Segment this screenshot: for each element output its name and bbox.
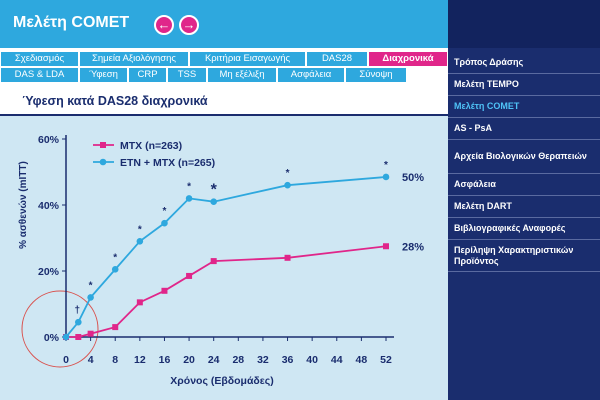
end-value-label: 28% xyxy=(402,241,424,253)
data-point xyxy=(136,238,144,245)
series-line-mtx xyxy=(66,245,387,338)
data-point xyxy=(383,243,389,250)
y-tick-label: 20% xyxy=(38,266,60,278)
significance-marker: † xyxy=(75,305,81,316)
x-tick-label: 48 xyxy=(356,354,368,366)
data-point xyxy=(284,254,291,261)
y-tick-label: 40% xyxy=(38,200,60,212)
tab-inclusion-criteria[interactable]: Κριτήρια Εισαγωγής xyxy=(190,52,305,66)
sidebar-item-registries[interactable]: Αρχεία Βιολογικών Θεραπειών xyxy=(448,140,600,174)
sidebar-item-dart[interactable]: Μελέτη DART xyxy=(448,196,600,218)
sidebar-item-safety[interactable]: Ασφάλεια xyxy=(448,174,600,196)
y-tick-label: 0% xyxy=(44,332,60,344)
legend-label: ETN + MTX (n=265) xyxy=(120,157,215,169)
data-point xyxy=(136,299,143,306)
data-point xyxy=(87,294,94,301)
data-point xyxy=(112,324,119,331)
data-point xyxy=(111,266,119,273)
significance-marker: * xyxy=(113,252,117,263)
header-bar: Μελέτη COMET ← → xyxy=(0,0,448,48)
sidebar-item-tempo[interactable]: Μελέτη TEMPO xyxy=(448,74,600,96)
x-tick-label: 8 xyxy=(112,354,118,366)
chart-area xyxy=(0,116,448,400)
sidebar: Τρόπος Δράσης Μελέτη TEMPO Μελέτη COMET … xyxy=(448,0,600,400)
significance-marker: * xyxy=(138,224,142,235)
y-axis-label: % ασθενών (mITT) xyxy=(18,161,29,249)
data-point xyxy=(62,333,70,341)
arrow-right-icon: → xyxy=(182,17,196,32)
data-point xyxy=(382,173,390,181)
remission-chart: 0%20%40%60%0 4 8 12 16 20 24 28 32 36 40 44 48 52 28%… xyxy=(18,134,424,387)
end-value-label: 50% xyxy=(402,172,424,184)
data-point xyxy=(75,334,82,340)
series-line-etn-mtx xyxy=(65,176,387,338)
tab-tss[interactable]: TSS xyxy=(168,68,206,82)
x-tick-label: 12 xyxy=(134,354,146,366)
significance-marker: * xyxy=(211,182,218,199)
data-point xyxy=(210,258,217,265)
heading-divider xyxy=(0,114,448,116)
prev-button[interactable]: ← xyxy=(154,15,174,35)
x-tick-label: 16 xyxy=(159,354,171,366)
tab-remission[interactable]: Ύφεση xyxy=(80,68,127,82)
tab-design[interactable]: Σχεδιασμός xyxy=(1,52,78,66)
x-tick-label: 40 xyxy=(306,354,318,366)
significance-marker: * xyxy=(89,280,93,291)
highlight-circle xyxy=(21,290,99,368)
sidebar-item-as-psa[interactable]: AS - PsA xyxy=(448,118,600,140)
tab-crp[interactable]: CRP xyxy=(129,68,166,82)
content-heading: Ύφεση κατά DAS28 διαχρονικά xyxy=(22,94,208,108)
arrow-left-icon: ← xyxy=(157,17,171,32)
x-tick-label: 20 xyxy=(183,354,195,366)
legend-label: MTX (n=263) xyxy=(120,140,182,152)
data-point xyxy=(186,272,193,279)
tab-non-progression[interactable]: Μη εξέλιξη xyxy=(208,68,276,82)
data-point xyxy=(284,181,291,189)
sidebar-item-smpc[interactable]: Περίληψη Χαρακτηριστικών Προϊόντος xyxy=(448,240,600,272)
tab-endpoints[interactable]: Σημεία Αξιολόγησης xyxy=(80,52,188,66)
tab-das28[interactable]: DAS28 xyxy=(307,52,367,66)
x-tick-label: 28 xyxy=(232,354,244,366)
sidebar-item-comet[interactable]: Μελέτη COMET xyxy=(448,96,600,118)
x-tick-label: 0 xyxy=(63,354,69,366)
x-tick-label: 52 xyxy=(380,354,392,366)
legend-marker xyxy=(99,158,107,166)
next-button[interactable]: → xyxy=(179,15,199,35)
data-point xyxy=(87,330,94,337)
x-tick-label: 24 xyxy=(208,354,220,366)
y-tick-label: 60% xyxy=(38,134,60,146)
significance-marker: * xyxy=(187,181,191,192)
data-point xyxy=(210,198,217,205)
sidebar-item-references[interactable]: Βιβλιογραφικές Αναφορές xyxy=(448,218,600,240)
sidebar-header xyxy=(448,0,600,48)
significance-marker: * xyxy=(286,168,290,179)
tab-safety[interactable]: Ασφάλεια xyxy=(278,68,344,82)
data-point xyxy=(75,318,82,326)
tab-summary[interactable]: Σύνοψη xyxy=(346,68,406,82)
data-point xyxy=(161,219,168,227)
tab-longitudinal[interactable]: Διαχρονικά xyxy=(369,52,447,66)
x-tick-label: 44 xyxy=(331,354,343,366)
sidebar-item-mechanism[interactable]: Τρόπος Δράσης xyxy=(448,52,600,74)
legend-marker xyxy=(100,142,106,148)
significance-marker: * xyxy=(384,160,388,171)
x-tick-label: 4 xyxy=(88,354,94,366)
significance-marker: * xyxy=(163,206,167,217)
page-title: Μελέτη COMET xyxy=(13,14,130,31)
x-tick-label: 32 xyxy=(257,354,269,366)
data-point xyxy=(185,195,193,202)
data-point xyxy=(161,287,168,294)
tab-das-lda[interactable]: DAS & LDA xyxy=(1,68,78,82)
x-tick-label: 36 xyxy=(282,354,294,366)
x-axis-label: Χρόνος (Εβδομάδες) xyxy=(170,375,273,387)
